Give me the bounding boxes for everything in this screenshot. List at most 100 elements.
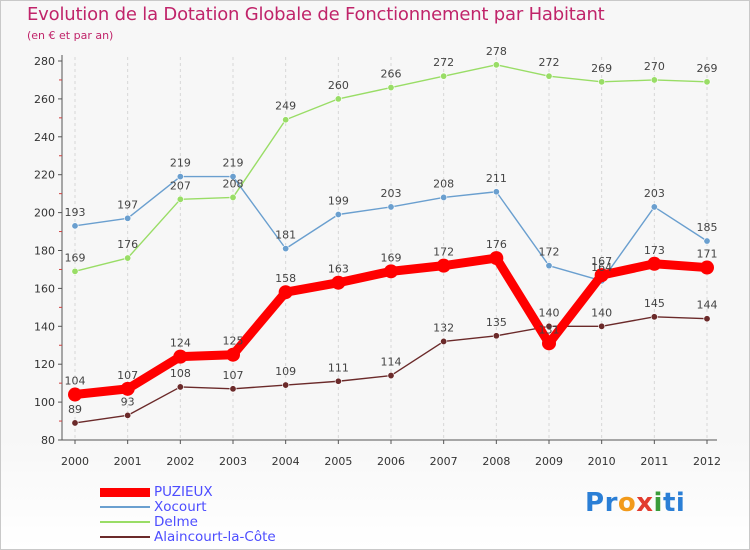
logo-letter: i [653,488,663,518]
legend-swatch [100,506,150,508]
y-tick-label: 280 [34,55,55,68]
data-point [229,173,237,181]
data-label: 260 [328,79,349,92]
x-tick-label: 2000 [61,455,89,468]
y-tick-label: 80 [41,434,55,447]
data-label: 185 [697,221,718,234]
x-tick-label: 2012 [693,455,721,468]
data-label: 269 [697,62,718,75]
data-point [545,262,553,270]
data-label: 203 [381,187,402,200]
y-tick-label: 100 [34,396,55,409]
legend-label: PUZIEUX [154,484,213,500]
data-label: 208 [433,177,454,190]
data-point [650,76,658,84]
data-label: 270 [644,60,665,73]
data-point [282,116,290,124]
legend-label: Delme [154,514,198,530]
y-tick-label: 220 [34,169,55,182]
data-point [229,385,237,393]
data-label: 197 [117,198,138,211]
data-label: 144 [697,299,718,312]
data-point [71,267,79,275]
data-point [278,285,293,300]
chart-title: Evolution de la Dotation Globale de Fonc… [27,4,605,25]
data-point [331,275,346,290]
data-label: 124 [170,337,191,350]
data-label: 107 [223,369,244,382]
data-label: 172 [433,246,454,259]
data-point [334,95,342,103]
data-point [440,337,448,345]
x-tick-label: 2002 [166,455,194,468]
x-tick-label: 2011 [640,455,668,468]
y-tick-label: 120 [34,358,55,371]
x-tick-label: 2004 [272,455,300,468]
data-label: 176 [117,238,138,251]
data-point [436,258,451,273]
data-point [703,237,711,245]
y-tick-label: 160 [34,282,55,295]
data-point [226,347,240,362]
data-point [598,78,606,86]
x-tick-label: 2008 [482,455,510,468]
data-point [282,381,290,389]
legend-swatch [100,536,150,538]
legend-label: Xocourt [154,499,207,515]
data-point [647,256,662,271]
data-label: 89 [68,403,82,416]
y-tick-label: 260 [34,93,55,106]
logo-letter: i [675,488,686,518]
data-label: 219 [170,157,191,170]
data-point [545,322,553,330]
data-label: 109 [275,365,296,378]
data-label: 181 [275,229,296,242]
logo-letter: t [662,488,676,518]
y-tick-label: 200 [34,207,55,220]
data-label: 193 [65,206,86,219]
data-label: 272 [539,56,560,69]
data-label: 169 [381,251,402,264]
y-tick-label: 240 [34,131,55,144]
data-point [124,214,132,222]
data-label: 163 [328,263,349,276]
data-point [440,72,448,80]
data-label: 278 [486,45,507,58]
data-point [700,260,714,275]
data-label: 219 [223,157,244,170]
y-tick-label: 180 [34,245,55,258]
data-label: 211 [486,172,507,185]
logo-letter: r [604,488,618,518]
logo-letter: P [585,488,605,518]
data-point [71,419,79,427]
data-label: 164 [591,261,612,274]
data-label: 111 [328,361,349,374]
data-point [542,336,556,351]
data-point [68,387,82,402]
data-point [334,210,342,218]
x-tick-label: 2010 [588,455,616,468]
data-point [71,222,79,230]
data-label: 199 [328,194,349,207]
legend-label: Alaincourt-la-Côte [154,529,276,545]
data-label: 140 [591,306,612,319]
data-point [173,349,188,364]
data-point [229,193,237,201]
data-label: 266 [381,68,402,81]
data-label: 208 [223,177,244,190]
data-point [703,315,711,323]
line-chart: 80 100 120 140 160 180 200 220 240 260 280 2000 2001… [34,45,721,468]
data-point [384,264,398,279]
data-point [120,381,135,396]
data-point [124,254,132,262]
chart-subtitle: (en € et par an) [27,29,114,42]
data-point [334,377,342,385]
data-label: 207 [170,179,191,192]
data-label: 203 [644,187,665,200]
data-point [492,332,500,340]
y-tick-label: 140 [34,320,55,333]
data-label: 132 [433,321,454,334]
data-point [440,193,448,201]
data-label: 269 [591,62,612,75]
data-point [176,173,184,181]
